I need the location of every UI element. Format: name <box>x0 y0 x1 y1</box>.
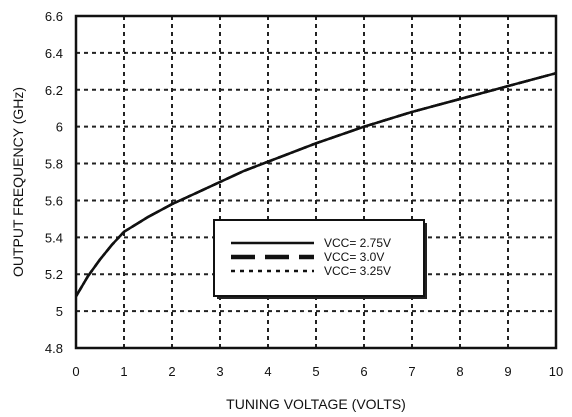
x-tick-label: 3 <box>216 364 223 379</box>
y-tick-label: 5.8 <box>45 157 63 172</box>
y-tick-label: 6 <box>56 120 63 135</box>
x-tick-labels: 0 1 2 3 4 5 6 7 8 9 10 <box>72 364 563 379</box>
x-tick-label: 10 <box>549 364 563 379</box>
x-tick-label: 6 <box>360 364 367 379</box>
x-axis-label: TUNING VOLTAGE (VOLTS) <box>226 396 406 412</box>
legend-label: VCC= 2.75V <box>324 236 391 250</box>
y-tick-label: 6.2 <box>45 83 63 98</box>
legend-label: VCC= 3.25V <box>324 264 391 278</box>
y-axis-label: OUTPUT FREQUENCY (GHz) <box>10 87 26 277</box>
y-tick-label: 6.4 <box>45 46 63 61</box>
y-tick-label: 5.6 <box>45 193 63 208</box>
y-tick-label: 5.4 <box>45 230 63 245</box>
x-tick-label: 8 <box>456 364 463 379</box>
x-tick-label: 0 <box>72 364 79 379</box>
legend-label: VCC= 3.0V <box>324 250 384 264</box>
series-line-solid <box>74 71 557 298</box>
x-tick-label: 5 <box>312 364 319 379</box>
legend-box <box>213 219 425 297</box>
x-tick-label: 1 <box>120 364 127 379</box>
y-tick-labels: 4.8 5 5.2 5.4 5.6 5.8 6 6.2 6.4 6.6 <box>45 9 63 356</box>
y-tick-label: 5.2 <box>45 267 63 282</box>
x-tick-label: 4 <box>264 364 271 379</box>
x-tick-label: 7 <box>408 364 415 379</box>
y-tick-label: 5 <box>56 304 63 319</box>
y-tick-label: 6.6 <box>45 9 63 24</box>
x-tick-label: 2 <box>168 364 175 379</box>
plot-frame <box>74 14 558 350</box>
x-tick-label: 9 <box>504 364 511 379</box>
y-tick-label: 4.8 <box>45 341 63 356</box>
series-layer <box>74 71 557 298</box>
